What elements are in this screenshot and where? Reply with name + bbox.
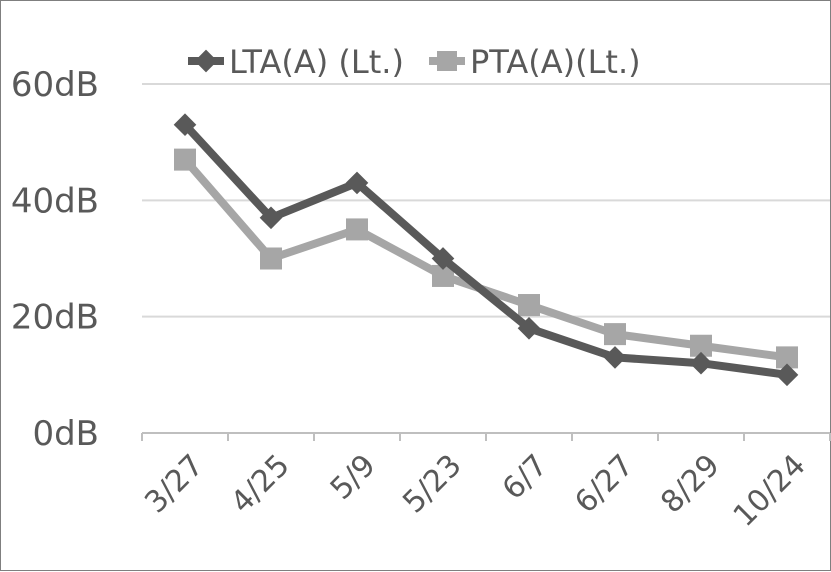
x-tick-label: 8/29 (654, 448, 726, 520)
legend-item-lta: LTA(A) (Lt.) (188, 43, 404, 81)
data-point-square (518, 294, 540, 317)
legend-marker-diamond (194, 49, 218, 73)
axes (141, 432, 831, 441)
x-tick-label: 6/27 (568, 448, 640, 520)
legend-item-pta: PTA(A)(Lt.) (429, 43, 641, 81)
y-tick-label: 20dB (11, 298, 99, 338)
data-point-diamond (775, 363, 799, 387)
x-tick-label: 5/23 (396, 448, 468, 520)
data-point-diamond (603, 346, 627, 369)
y-axis-ticks: 0dB 20dB 40dB 60dB (11, 65, 99, 454)
legend-label-lta: LTA(A) (Lt.) (229, 43, 404, 81)
series-group (173, 113, 799, 387)
legend-label-pta: PTA(A)(Lt.) (470, 43, 641, 81)
y-tick-label: 0dB (32, 414, 99, 454)
data-point-diamond (689, 351, 713, 375)
data-point-square (260, 247, 282, 270)
x-tick-label: 4/25 (224, 448, 296, 520)
data-point-square (690, 334, 712, 357)
series-line (182, 122, 788, 379)
legend-marker-square (437, 51, 457, 71)
x-tick-label: 6/7 (496, 448, 555, 507)
x-tick-label: 5/9 (324, 448, 383, 507)
data-point-diamond (517, 316, 541, 340)
y-tick-label: 40dB (11, 181, 99, 221)
data-point-square (346, 218, 368, 241)
data-point-diamond (173, 113, 197, 137)
y-tick-label: 60dB (11, 65, 99, 105)
grid-lines (142, 83, 830, 318)
x-tick-label: 10/24 (727, 448, 813, 534)
legend: LTA(A) (Lt.) PTA(A)(Lt.) (188, 43, 641, 81)
data-point-square (604, 323, 626, 346)
x-tick-label: 3/27 (138, 448, 210, 520)
data-point-square (432, 264, 454, 287)
data-point-square (776, 346, 798, 369)
x-axis-ticks: 3/27 4/25 5/9 5/23 6/7 6/27 8/29 10/24 (138, 448, 812, 534)
data-point-square (174, 148, 196, 171)
